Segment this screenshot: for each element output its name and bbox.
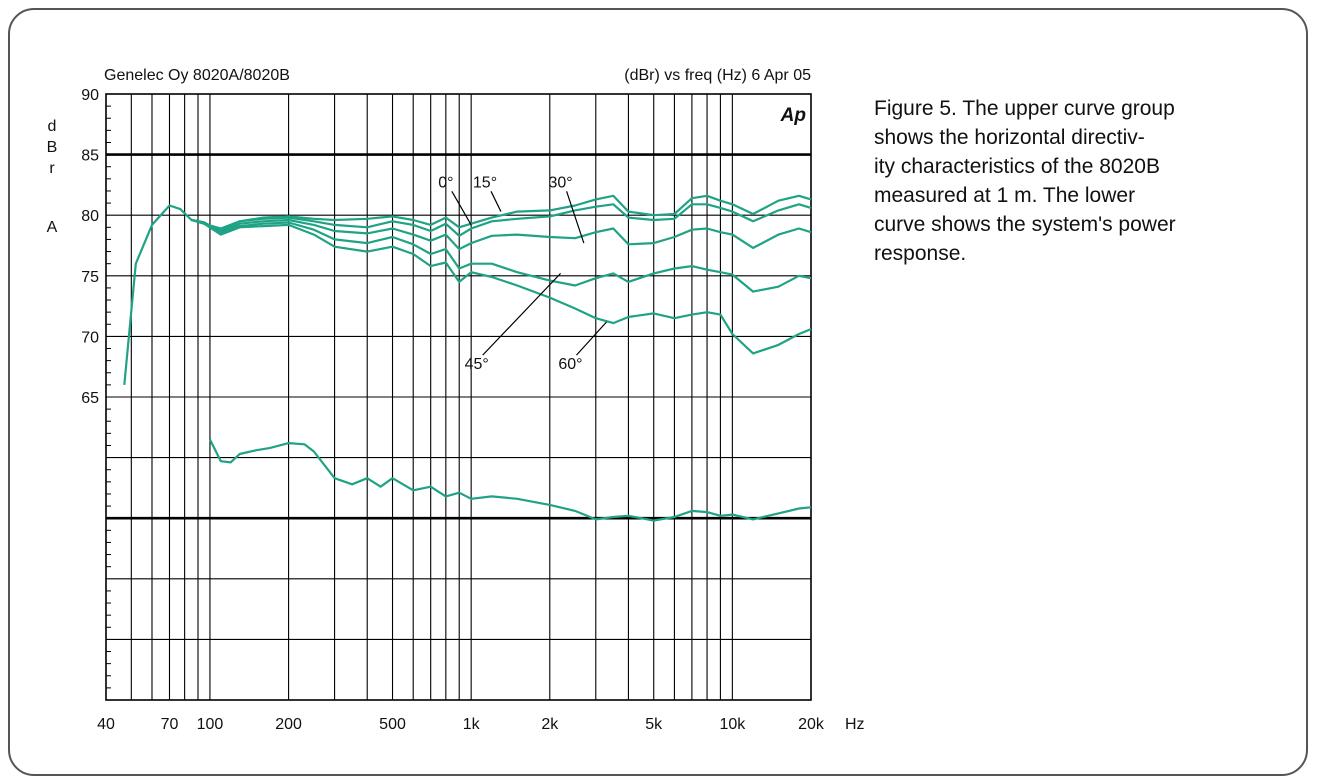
x-tick-label: 10k [719, 716, 746, 733]
y-tick-label: 70 [81, 329, 99, 346]
x-tick-label: 200 [275, 716, 302, 733]
y-axis-label: dBr A [47, 118, 58, 236]
x-tick-label: 40 [97, 716, 115, 733]
y-tick-label: 90 [81, 87, 99, 104]
x-tick-label: 20k [798, 716, 825, 733]
x-tick-label: 1k [463, 716, 481, 733]
y-tick-label: 65 [81, 390, 99, 407]
x-axis-unit: Hz [845, 716, 865, 733]
x-tick-label: 500 [379, 716, 406, 733]
audio-precision-logo: Ap [780, 105, 806, 126]
annotation-label: 30° [548, 174, 572, 191]
annotation-leader [482, 272, 562, 356]
annotation-leader [576, 321, 608, 356]
annotation-label: 60° [558, 356, 582, 373]
x-tick-label: 100 [197, 716, 224, 733]
grid-lines [106, 94, 811, 700]
series-line-power-response [208, 438, 812, 522]
x-tick-label: 5k [645, 716, 663, 733]
y-axis-label-letter: r [49, 160, 55, 177]
series-line-15deg [191, 203, 812, 237]
chart-header-right: (dBr) vs freq (Hz) 6 Apr 05 [624, 67, 811, 84]
figure-frame [8, 8, 1308, 776]
tick-labels: 90 85 80 75 70 65 40 70 100 200 500 1k 2k 5k 10k 20k [81, 87, 825, 733]
annotation-leader [566, 191, 585, 244]
chart-header-left: Genelec Oy 8020A/8020B [104, 67, 290, 84]
angle-annotations: 0° 15° 30° 45° 60° [438, 174, 608, 373]
figure-caption: Figure 5. The upper curve group shows th… [874, 97, 1176, 265]
annotation-label: 45° [465, 356, 489, 373]
annotation-leader [451, 191, 472, 226]
series-line-30deg [191, 218, 812, 251]
x-tick-label: 70 [161, 716, 179, 733]
y-axis-label-letter: d [48, 118, 57, 135]
series-line-60deg [191, 218, 812, 355]
y-tick-label: 75 [81, 269, 99, 286]
annotation-label: 15° [473, 174, 497, 191]
x-tick-label: 2k [541, 716, 559, 733]
annotation-label: 0° [438, 174, 453, 191]
annotation-leader [490, 191, 502, 212]
y-axis-label-letter: B [47, 139, 58, 156]
y-tick-label: 85 [81, 148, 99, 165]
y-axis-label-letter: A [47, 219, 58, 236]
y-tick-label: 80 [81, 208, 99, 225]
series-curves [123, 194, 812, 522]
series-line-45deg [191, 218, 812, 293]
